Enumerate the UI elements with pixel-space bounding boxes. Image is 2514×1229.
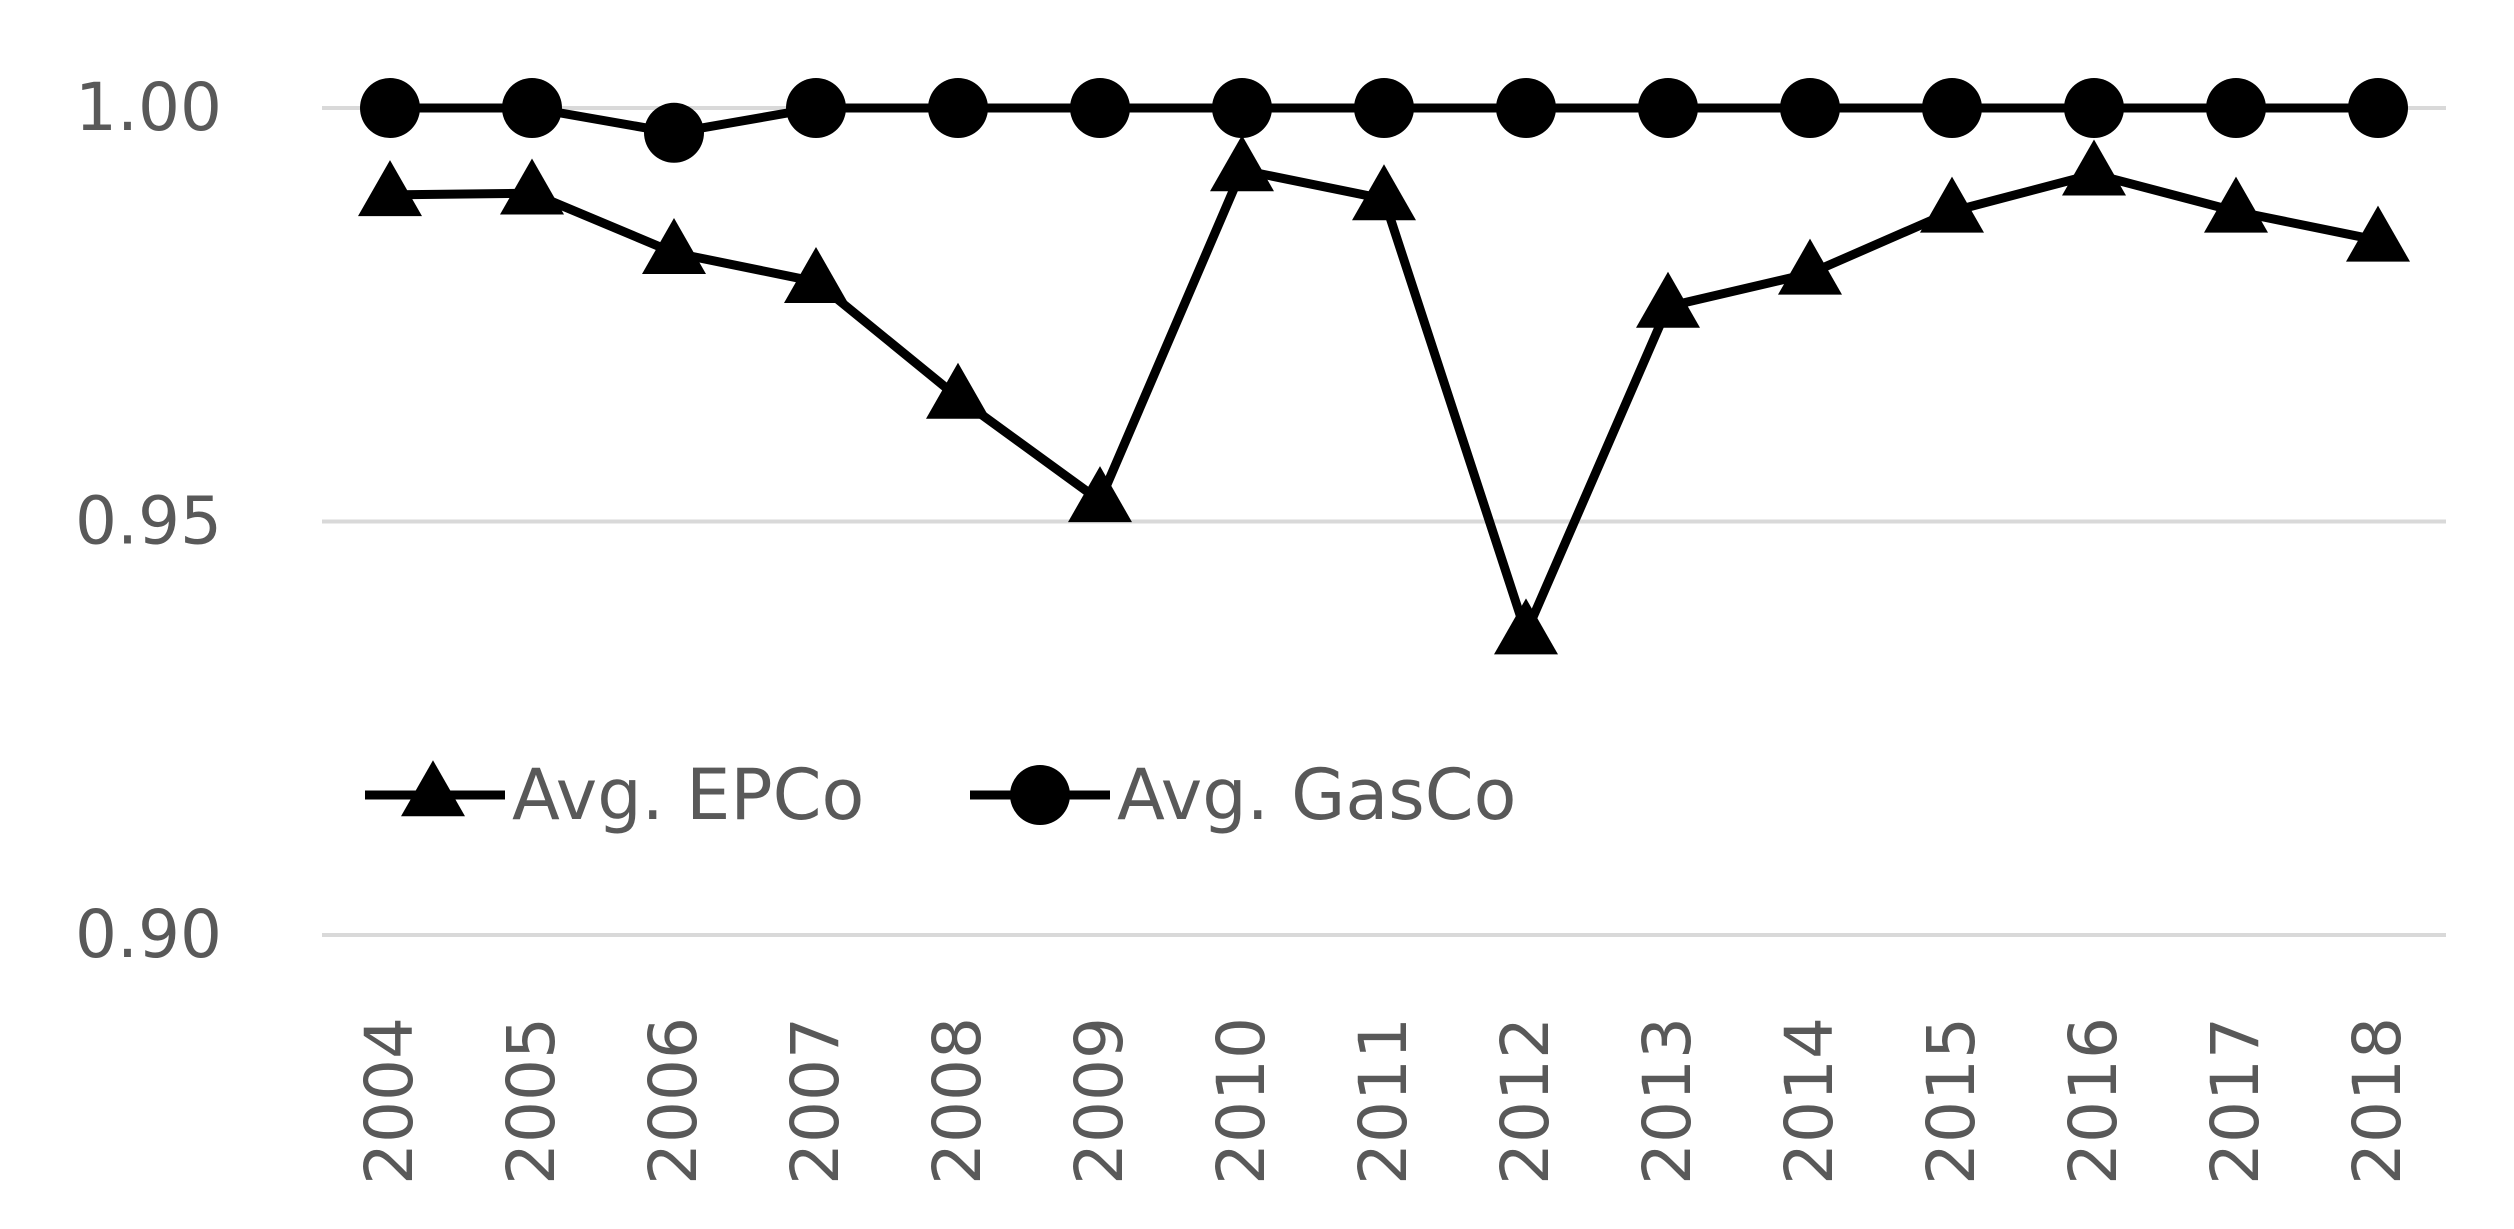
data-point-triangle [1636,271,1700,328]
data-point-circle [1496,78,1556,138]
legend-item: Avg. GasCo [970,754,1516,836]
data-point-triangle [1778,238,1842,295]
data-point-circle [1638,78,1698,138]
data-point-triangle [2346,205,2410,262]
legend-label: Avg. GasCo [1117,754,1516,836]
x-axis-tick-labels: 2004 2005 2006 2007 2008 2009 2010 2011 2012 2013… [351,1017,2416,1185]
legend-triangle-marker [401,760,465,817]
data-point-triangle [500,158,564,215]
series-triangle [358,135,2410,655]
data-point-triangle [358,160,422,217]
data-point-circle [1780,78,1840,138]
data-point-triangle [1920,176,1984,233]
x-tick-label: 2005 [493,1017,570,1185]
series-circle [360,78,2408,163]
x-tick-label: 2018 [2339,1017,2416,1185]
series-line [389,165,2379,638]
data-point-triangle [1068,466,1132,523]
data-point-circle [1212,78,1272,138]
x-tick-label: 2006 [635,1017,712,1185]
data-point-triangle [784,246,848,303]
x-tick-label: 2007 [777,1017,854,1185]
y-axis-tick-labels: 0.90 0.95 1.00 [75,69,222,973]
data-point-circle [1922,78,1982,138]
data-point-circle [1354,78,1414,138]
x-tick-label: 2012 [1487,1017,1564,1185]
series-layer [358,78,2410,655]
legend-circle-marker [1010,765,1070,825]
x-tick-label: 2014 [1771,1017,1848,1185]
x-tick-label: 2008 [919,1017,996,1185]
data-point-circle [928,78,988,138]
data-point-circle [644,102,704,163]
data-point-triangle [642,218,706,275]
legend-item: Avg. EPCo [365,754,864,836]
y-tick-label: 0.90 [75,896,222,973]
x-tick-label: 2017 [2197,1017,2274,1185]
data-point-triangle [1494,598,1558,655]
x-tick-label: 2016 [2055,1017,2132,1185]
y-tick-label: 1.00 [75,69,222,146]
x-tick-label: 2009 [1061,1017,1138,1185]
legend-label: Avg. EPCo [512,754,864,836]
data-point-triangle [2062,139,2126,196]
data-point-triangle [1352,164,1416,221]
data-point-triangle [926,362,990,419]
data-point-circle [786,78,846,138]
data-point-circle [2348,78,2408,138]
x-tick-label: 2013 [1629,1017,1706,1185]
data-point-circle [1070,78,1130,138]
y-tick-label: 0.95 [75,483,222,560]
x-tick-label: 2010 [1203,1017,1280,1185]
data-point-triangle [2204,176,2268,233]
x-tick-label: 2004 [351,1017,428,1185]
data-point-circle [2206,78,2266,138]
x-tick-label: 2011 [1345,1017,1422,1185]
data-point-circle [502,78,562,138]
data-point-circle [360,78,420,138]
data-point-triangle [1210,135,1274,192]
data-point-circle [2064,78,2124,138]
legend: Avg. EPCo Avg. GasCo [365,754,1516,836]
x-tick-label: 2015 [1913,1017,1990,1185]
